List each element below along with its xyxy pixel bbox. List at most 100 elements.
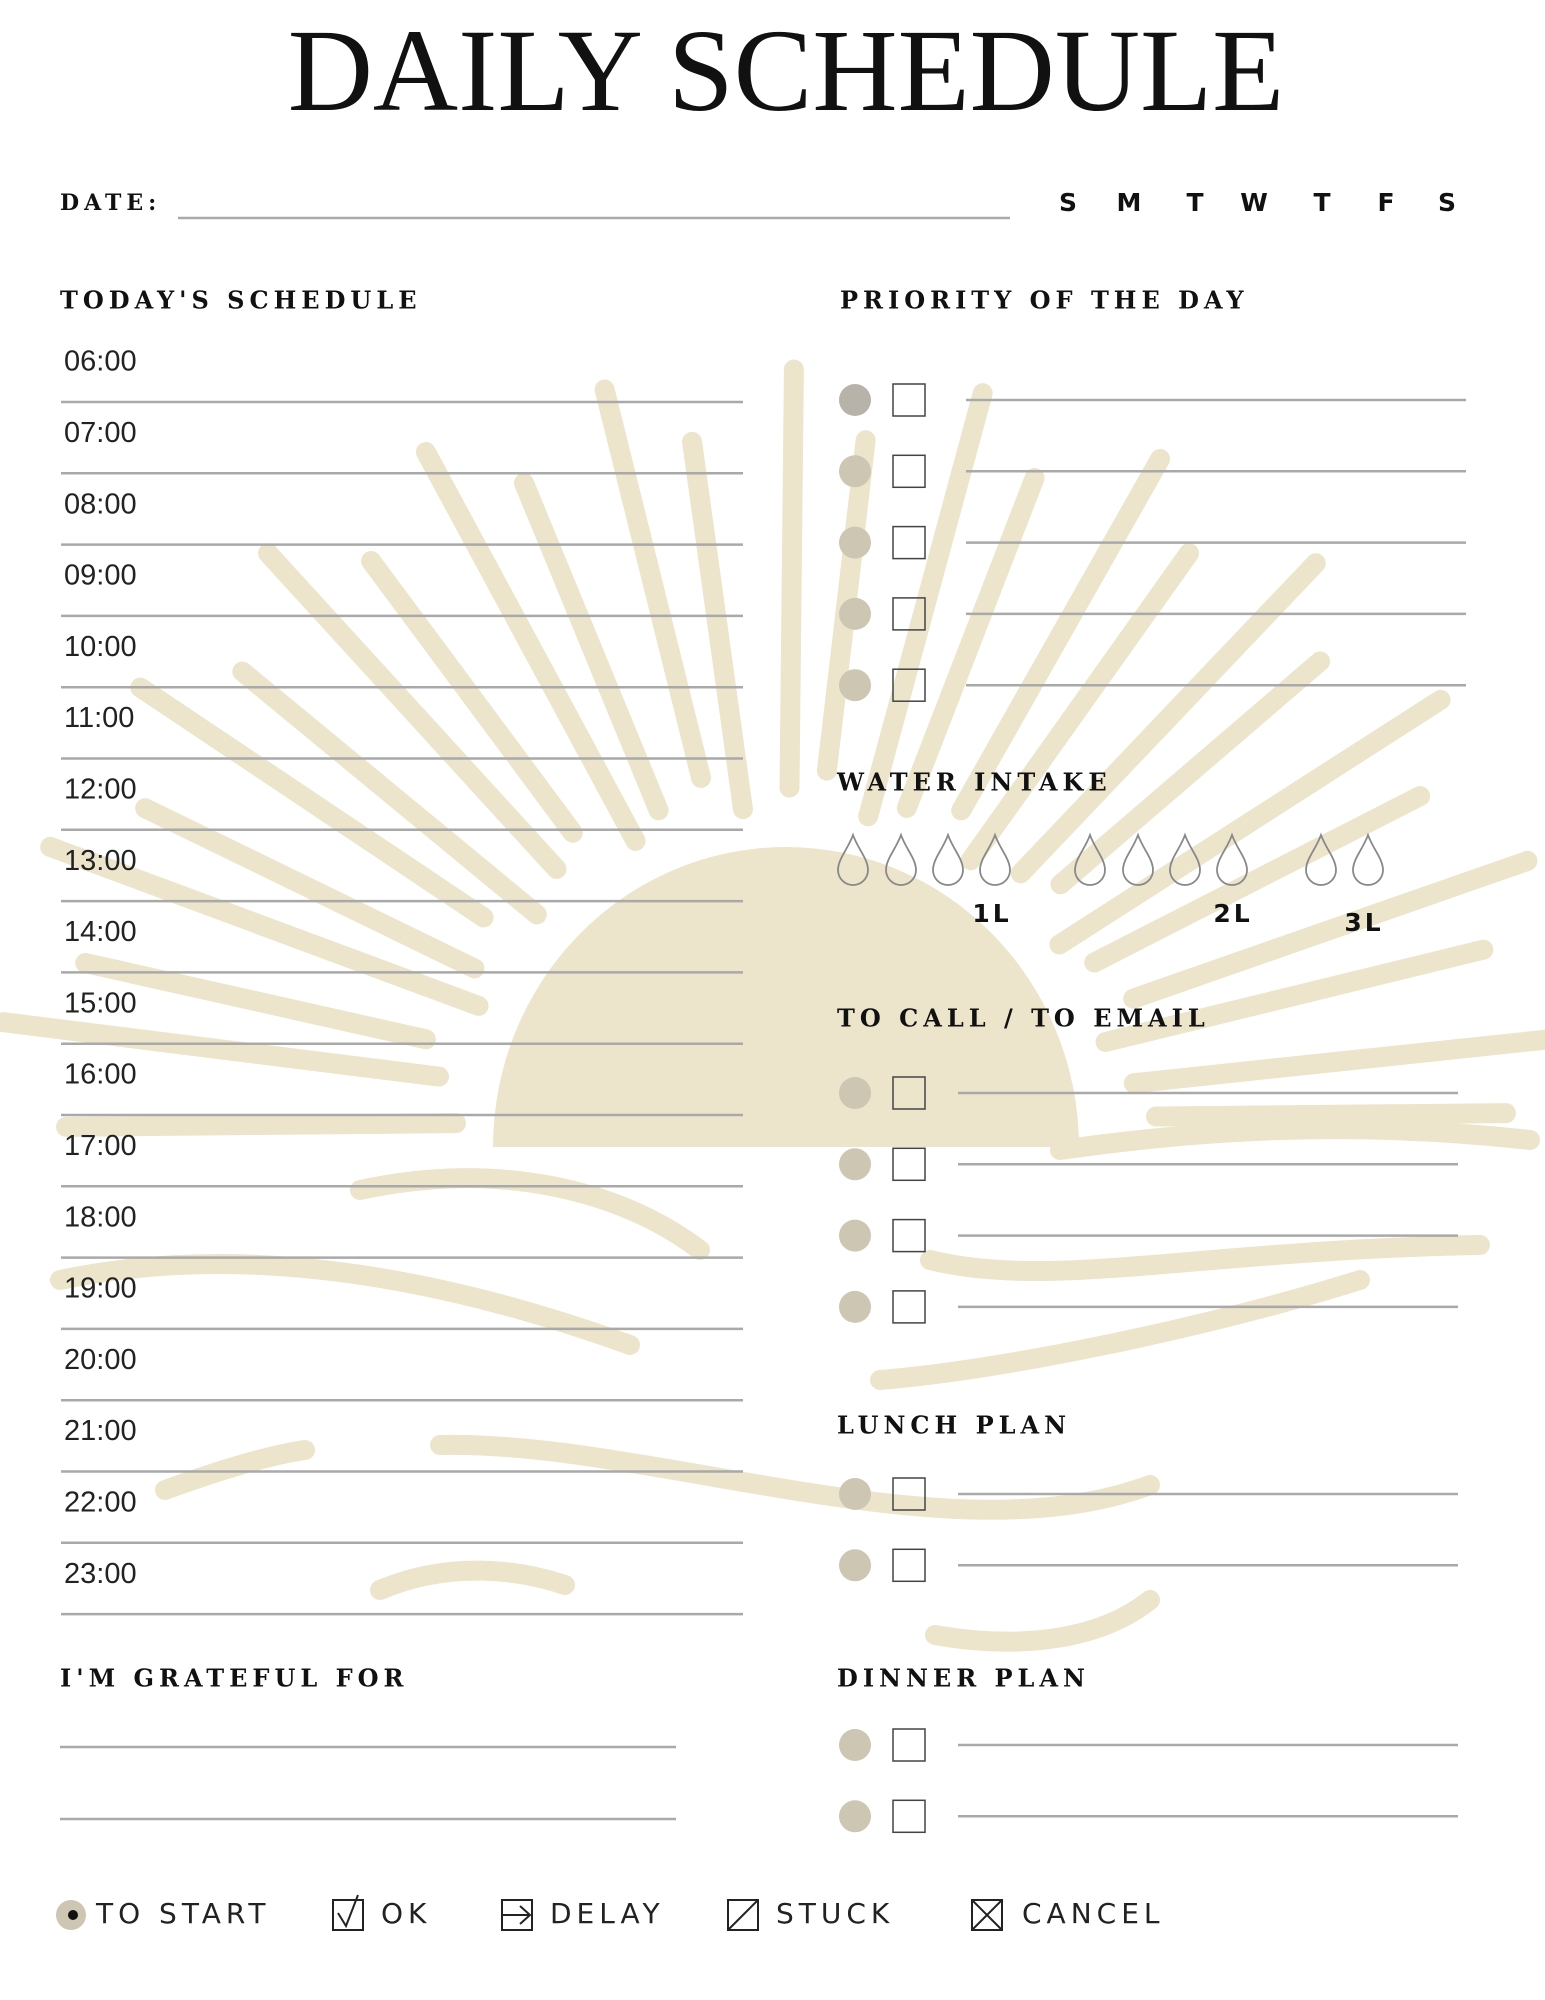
water-drop (1352, 832, 1384, 886)
checkbox (892, 1477, 926, 1511)
weekday: S (1438, 188, 1456, 217)
weekday: F (1377, 188, 1394, 217)
status-dot (839, 384, 871, 416)
sun-ray (682, 431, 753, 820)
page-title: DAILY SCHEDULE (288, 5, 1285, 136)
sun-ray (1050, 651, 1331, 895)
sun-ray (232, 661, 547, 925)
legend-label: CANCEL (1022, 1897, 1165, 1930)
water-drop (932, 832, 964, 886)
time-label: 17:00 (64, 1130, 137, 1162)
sun-ray (951, 448, 1171, 821)
water-label: 1L (972, 899, 1011, 928)
checkbox (892, 668, 926, 702)
time-label: 23:00 (64, 1558, 137, 1590)
wave (155, 1440, 315, 1500)
weekday: T (1186, 188, 1203, 217)
sun-ray (0, 1012, 449, 1087)
status-dot (839, 1148, 871, 1181)
status-dot (839, 1800, 871, 1833)
water-drop (1122, 832, 1154, 886)
icon-ok (332, 1899, 364, 1931)
sun-ray (779, 359, 804, 798)
icon-cancel (971, 1899, 1003, 1931)
icon-stuck (727, 1899, 759, 1931)
water-label: 2L (1213, 899, 1252, 928)
checkbox (892, 1076, 926, 1110)
section-title: WATER INTAKE (836, 768, 1112, 797)
legend-label: OK (381, 1897, 431, 1930)
water-drop (979, 832, 1011, 886)
section-title: PRIORITY OF THE DAY (840, 286, 1249, 315)
time-label: 09:00 (64, 560, 137, 592)
wave (925, 1590, 1160, 1652)
checkbox (892, 1728, 926, 1762)
sun-ray (594, 379, 712, 788)
sun-decoration (0, 359, 1545, 1652)
checkbox (892, 383, 926, 417)
sun-ray (1123, 1029, 1545, 1094)
section-title: I'M GRATEFUL FOR (60, 1664, 409, 1693)
checkbox (892, 1548, 926, 1583)
time-label: 22:00 (64, 1486, 137, 1518)
sun-ray (415, 442, 646, 851)
status-dot (839, 669, 871, 702)
wave (370, 1560, 575, 1600)
status-dot (839, 597, 871, 630)
sun-ray (1145, 1103, 1516, 1127)
legend-label: STUCK (776, 1897, 894, 1930)
sun-ray (1049, 689, 1451, 955)
water-drop (1216, 832, 1248, 886)
time-label: 18:00 (64, 1201, 137, 1233)
time-label: 13:00 (64, 845, 137, 877)
time-label: 11:00 (64, 702, 134, 734)
checkbox (892, 454, 926, 489)
sun-ray (135, 798, 485, 979)
status-dot (839, 526, 871, 559)
icon-slash (727, 1899, 759, 1931)
sun-ray (1123, 850, 1538, 1009)
time-label: 07:00 (64, 417, 137, 449)
wave (350, 1168, 710, 1260)
wave (1050, 1119, 1540, 1160)
time-label: 20:00 (64, 1344, 137, 1376)
water-drop (1074, 832, 1106, 886)
sun (493, 847, 1079, 1147)
sun-ray (56, 1113, 467, 1137)
sun-ray (75, 952, 436, 1050)
sun-ray (896, 468, 1045, 818)
checkbox (892, 1799, 926, 1834)
time-label: 15:00 (64, 987, 137, 1019)
time-label: 21:00 (64, 1415, 137, 1447)
section-title: DINNER PLAN (837, 1664, 1090, 1693)
status-dot (839, 1549, 871, 1582)
wave (430, 1434, 1160, 1520)
sun-ray (40, 836, 489, 1016)
status-dot (839, 1290, 871, 1323)
status-dot (839, 1077, 871, 1109)
water-drop (837, 832, 869, 886)
sun-ray (1095, 939, 1494, 1052)
water-drop (885, 832, 917, 886)
date-label: DATE: (60, 190, 161, 216)
water-label: 3L (1344, 908, 1383, 937)
status-dot (839, 1219, 871, 1252)
sun-ray (1084, 786, 1431, 973)
checkbox (892, 1218, 926, 1253)
time-label: 19:00 (64, 1273, 137, 1305)
wave (50, 1254, 640, 1355)
wave (920, 1235, 1490, 1282)
water-drop (1169, 832, 1201, 886)
icon-arrow (502, 1905, 532, 1925)
section-title: LUNCH PLAN (837, 1411, 1071, 1440)
checkbox (892, 525, 926, 560)
checkbox (892, 1147, 926, 1182)
water-drop (1305, 832, 1337, 886)
sun-ray (258, 543, 567, 879)
time-label: 16:00 (64, 1059, 137, 1091)
checkbox (892, 597, 926, 631)
sun-ray (130, 677, 494, 928)
time-label: 10:00 (64, 631, 137, 663)
icon-x (971, 1899, 1003, 1931)
